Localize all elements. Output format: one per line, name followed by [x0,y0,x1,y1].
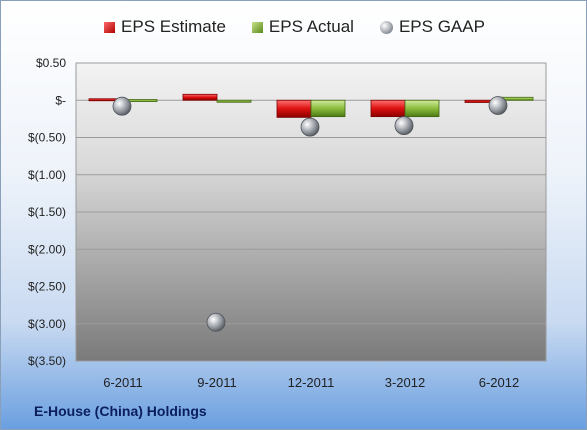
y-tick-label: $(3.00) [28,317,66,331]
gaap-markers [112,96,508,332]
y-tick-label: $(3.50) [28,354,66,368]
eps-estimate-bar [182,93,218,101]
legend-label-estimate: EPS Estimate [121,17,226,36]
y-axis-ticks: $0.50 $- $(0.50) $(1.00) $(1.50) $(2.00) $(2.5… [28,56,66,368]
eps-gaap-marker [488,96,508,115]
y-tick-label: $(1.00) [28,168,66,182]
eps-estimate-bar [370,99,406,118]
x-tick-label: 9-2011 [197,375,237,390]
x-tick-label: 6-2012 [479,375,519,390]
y-tick-label: $(0.50) [28,131,66,145]
eps-estimate-bar [276,99,312,118]
x-tick-label: 3-2012 [385,375,425,390]
legend-item-actual: EPS Actual [251,17,354,37]
x-axis-ticks: 6-2011 9-2011 12-2011 3-2012 6-2012 [103,375,519,390]
legend-item-estimate: EPS Estimate [104,17,226,37]
x-tick-label: 12-2011 [288,375,335,390]
eps-gaap-marker [300,117,320,137]
eps-actual-bar [404,99,440,118]
legend-swatch-estimate [104,21,116,33]
x-tick-label: 6-2011 [103,375,143,390]
legend-swatch-gaap [379,20,393,34]
eps-gaap-marker [394,116,414,135]
chart-legend: EPS Estimate EPS Actual EPS GAAP [1,17,587,37]
legend-item-gaap: EPS GAAP [379,17,485,37]
company-name: E-House (China) Holdings [34,403,207,419]
legend-swatch-actual [251,21,263,33]
eps-gaap-marker [112,96,132,116]
y-tick-label: $(2.00) [28,242,66,256]
eps-gaap-marker [206,312,226,332]
y-tick-label: $- [55,93,66,107]
y-tick-label: $0.50 [36,56,66,70]
eps-actual-bar [216,99,252,103]
legend-label-gaap: EPS GAAP [398,17,485,36]
eps-actual-bar [310,99,346,118]
y-tick-label: $(2.50) [28,280,66,294]
legend-label-actual: EPS Actual [268,17,354,36]
y-tick-label: $(1.50) [28,205,66,219]
